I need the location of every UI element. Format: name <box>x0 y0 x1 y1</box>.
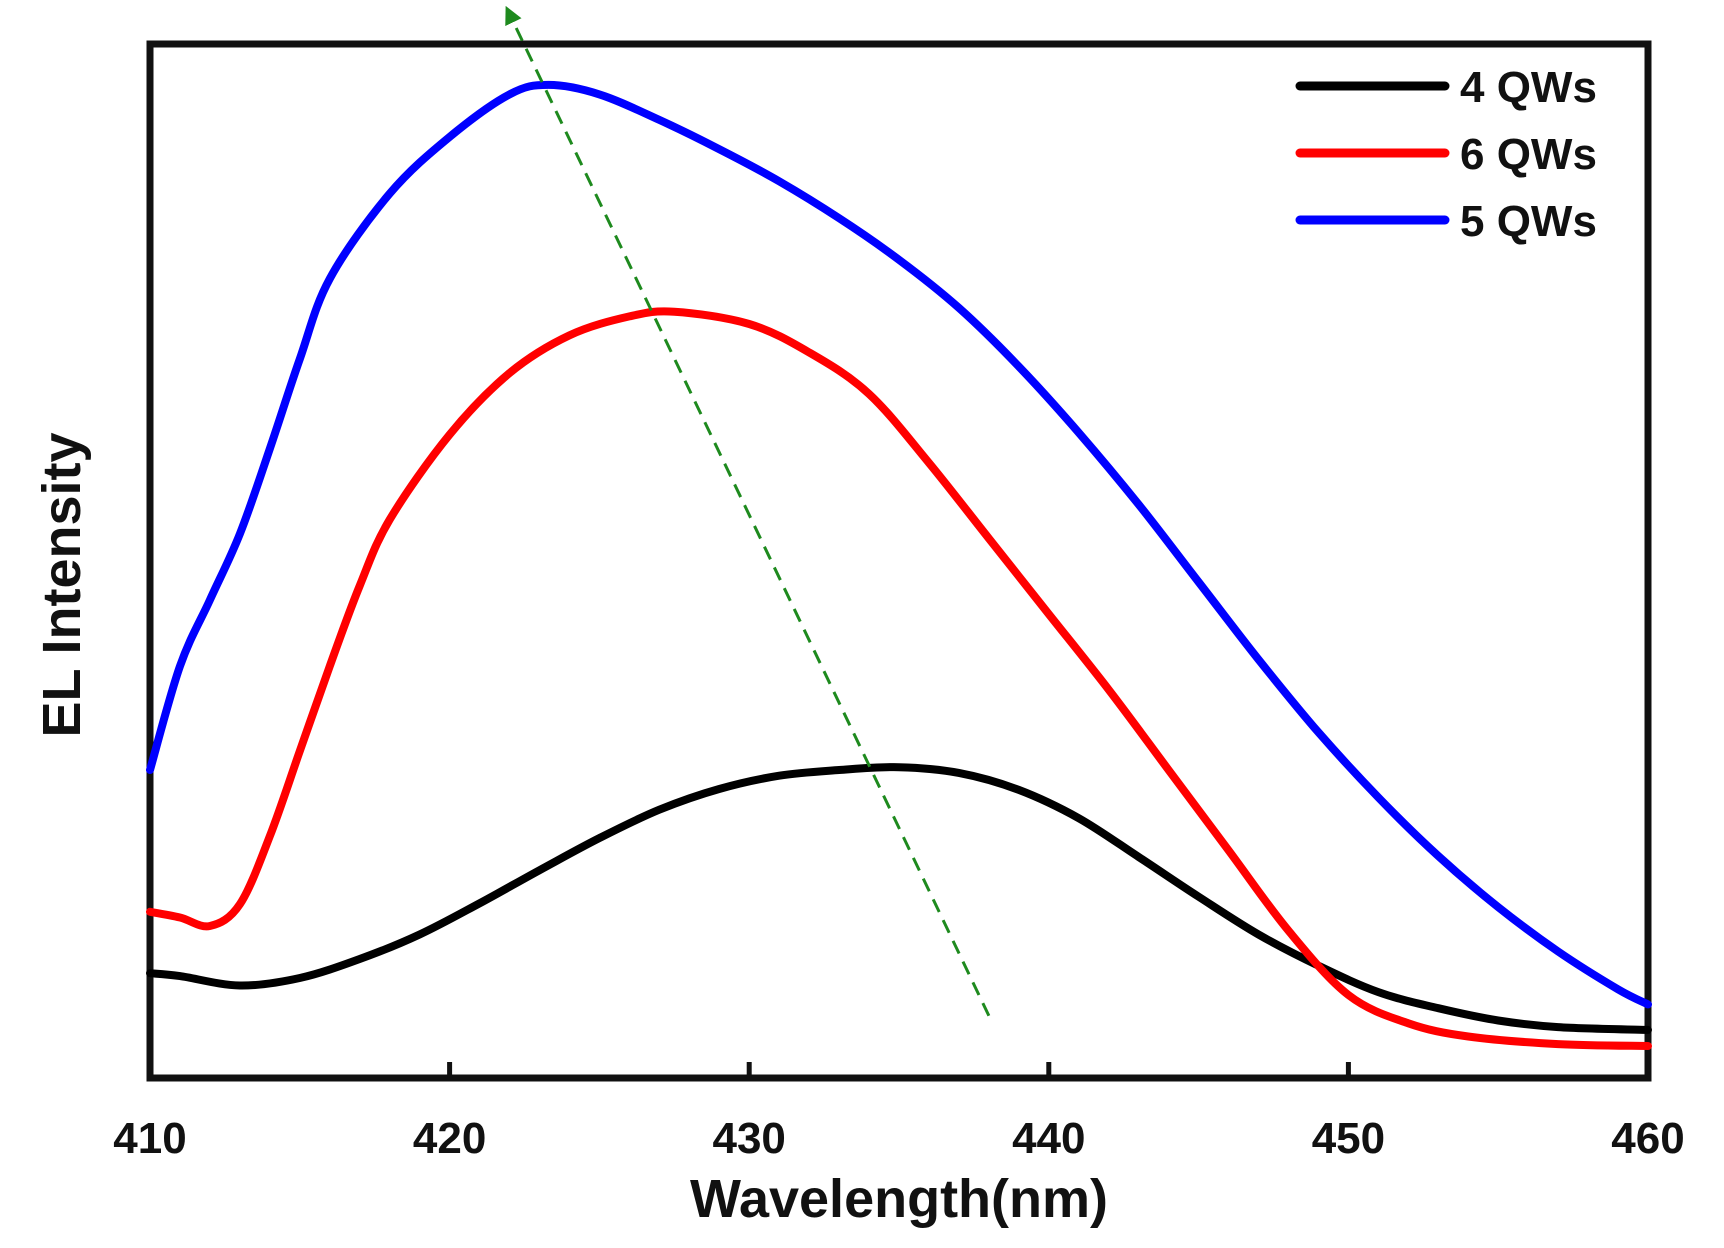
y-axis-title: EL Intensity <box>32 432 92 737</box>
trend-arrow-0 <box>505 5 991 1017</box>
x-tick-label-410: 410 <box>113 1114 186 1163</box>
x-axis-title: Wavelength(nm) <box>690 1169 1108 1229</box>
x-tick-label-420: 420 <box>413 1114 486 1163</box>
series-line-6-qws <box>146 307 1652 1050</box>
x-tick-label-430: 430 <box>712 1114 785 1163</box>
plot-frame <box>146 40 1652 1082</box>
legend-label-6-qws: 6 QWs <box>1460 130 1597 179</box>
x-axis-ticks <box>147 1062 1651 1078</box>
x-tick-label-460: 460 <box>1611 1114 1684 1163</box>
series-line-5-qws <box>146 80 1652 1009</box>
legend-label-5-qws: 5 QWs <box>1460 197 1597 246</box>
legend-label-4-qws: 4 QWs <box>1460 63 1597 112</box>
x-tick-label-450: 450 <box>1312 1114 1385 1163</box>
legend: 4 QWs 6 QWs 5 QWs <box>1295 63 1597 246</box>
series-lines <box>146 80 1652 1050</box>
x-tick-label-440: 440 <box>1012 1114 1085 1163</box>
annotations <box>505 5 991 1017</box>
series-line-4-qws <box>146 763 1652 1034</box>
x-axis-tick-labels: 410 420 430 440 450 460 <box>113 1114 1684 1163</box>
